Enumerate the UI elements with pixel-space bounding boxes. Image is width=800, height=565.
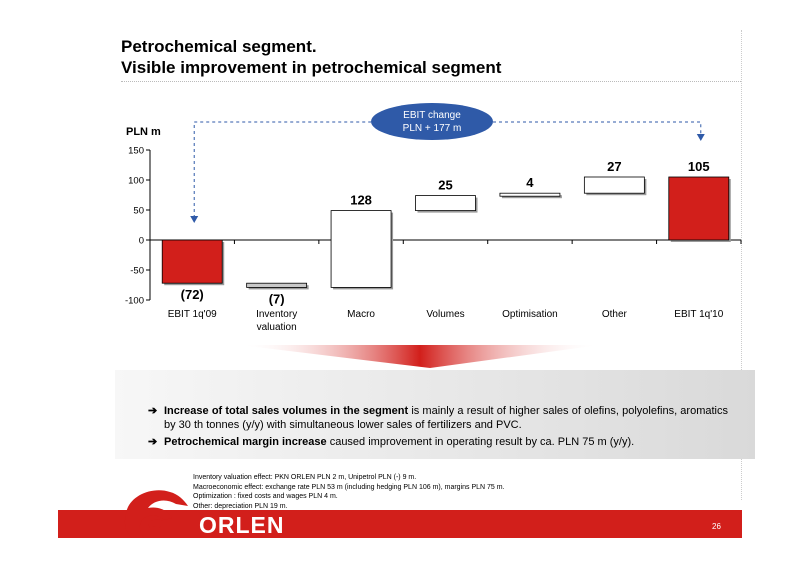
data-label: 4: [526, 175, 534, 190]
data-label: 105: [688, 159, 710, 174]
x-tick-label: Inventory: [256, 309, 297, 320]
arrow-down-icon: [190, 216, 199, 223]
footnote: Other: depreciation PLN 19 m.: [193, 502, 288, 510]
arrow-down-icon: [696, 134, 705, 141]
bullet-item: ➔ Increase of total sales volumes in the…: [148, 404, 728, 432]
footnote: Optimization : fixed costs and wages PLN…: [193, 493, 338, 500]
data-label: (7): [269, 291, 285, 306]
bullet-item: ➔ Petrochemical margin increase caused i…: [148, 435, 728, 449]
bullet-text: caused improvement in operating result b…: [326, 436, 635, 448]
bar: [415, 195, 476, 212]
page-title: Petrochemical segment. Visible improveme…: [121, 36, 501, 78]
x-tick-label: Other: [602, 309, 628, 320]
y-tick-label: 50: [133, 206, 144, 217]
y-tick-label: 150: [128, 146, 144, 157]
footnote: Macroeconomic effect: exchange rate PLN …: [193, 483, 505, 491]
arrow-icon: ➔: [148, 405, 158, 417]
bullet-bold: Increase of total sales volumes in the s…: [164, 405, 409, 417]
decorative-wedge: [240, 345, 600, 368]
y-tick-label: -50: [130, 266, 144, 277]
x-tick-label: Optimisation: [502, 309, 558, 320]
data-label: 25: [438, 178, 452, 193]
orlen-eagle-logo-icon: [124, 490, 188, 538]
x-tick-label: Macro: [347, 309, 375, 320]
bullet-panel: [115, 370, 755, 459]
bar: [668, 176, 730, 241]
bar: [330, 210, 392, 288]
x-tick-label: EBIT 1q'10: [674, 309, 723, 320]
ebit-change-callout: EBIT change PLN + 177 m: [371, 103, 493, 140]
bullet-list: ➔ Increase of total sales volumes in the…: [148, 404, 728, 452]
y-tick-label: 100: [128, 176, 144, 187]
x-tick-label: Volumes: [426, 309, 464, 320]
data-label: 27: [607, 159, 621, 174]
title-line-1: Petrochemical segment.: [121, 37, 317, 56]
title-line-2: Visible improvement in petrochemical seg…: [121, 58, 502, 77]
callout-line-2: PLN + 177 m: [402, 122, 462, 134]
orlen-logo-text: ORLEN: [199, 512, 285, 538]
right-divider: [741, 30, 742, 500]
callout-connector-right: [493, 121, 702, 135]
bar: [499, 192, 561, 197]
bullet-bold: Petrochemical margin increase: [164, 436, 327, 448]
footnotes: Inventory valuation effect: PKN ORLEN PL…: [193, 473, 505, 511]
data-label: 128: [350, 193, 372, 208]
data-label: (72): [181, 287, 204, 302]
x-tick-label: valuation: [257, 322, 297, 333]
footer-bar: [58, 510, 742, 538]
page-number: 26: [712, 522, 721, 531]
arrow-icon: ➔: [148, 436, 158, 448]
y-tick-label: 0: [139, 236, 144, 247]
callout-connector-left: [193, 121, 371, 218]
bar: [246, 282, 308, 288]
bar: [583, 176, 645, 194]
bar-shadow: [501, 195, 562, 199]
y-tick-label: -100: [125, 296, 144, 307]
bar: [161, 239, 223, 284]
y-axis-label: PLN m: [126, 126, 161, 138]
x-tick-label: EBIT 1q'09: [168, 309, 217, 320]
callout-line-1: EBIT change: [403, 109, 461, 121]
top-divider: [121, 81, 741, 82]
footnote: Inventory valuation effect: PKN ORLEN PL…: [193, 474, 417, 481]
bullet-text: is mainly a result of higher sales of ol…: [164, 405, 728, 431]
